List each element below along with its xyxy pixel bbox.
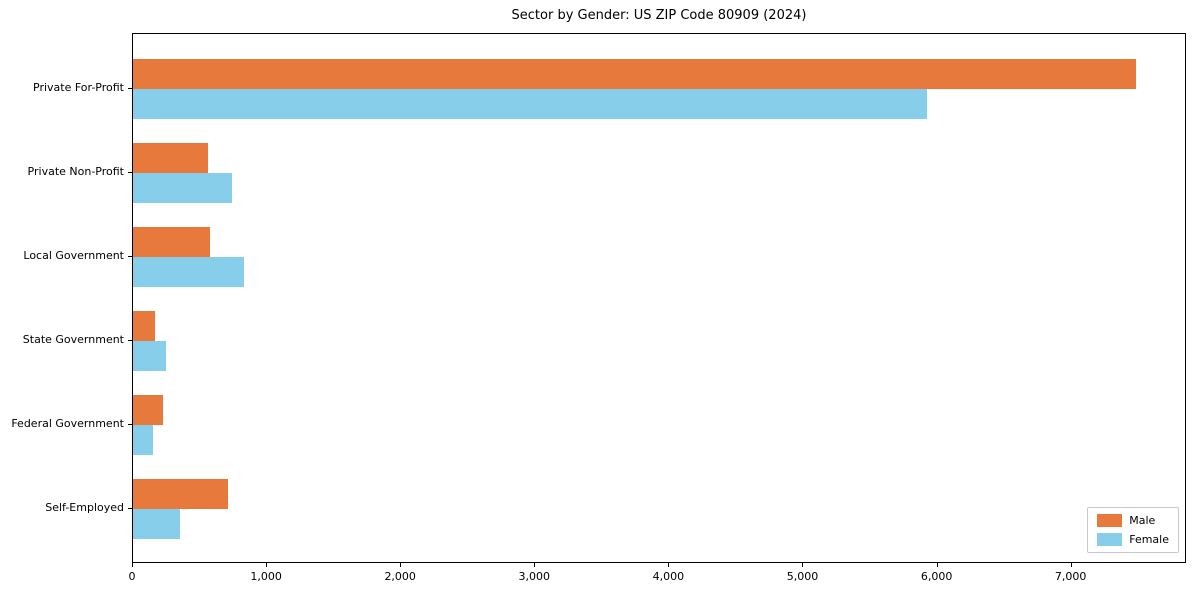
bar-female-3 bbox=[133, 341, 166, 371]
legend-swatch-male bbox=[1097, 514, 1123, 527]
bar-male-2 bbox=[133, 227, 210, 257]
bar-male-0 bbox=[133, 59, 1136, 89]
x-tick-label: 6,000 bbox=[920, 570, 953, 583]
x-tick-label: 7,000 bbox=[1054, 570, 1087, 583]
x-tick-mark bbox=[936, 563, 938, 567]
y-tick-label: Private Non-Profit bbox=[27, 165, 124, 178]
y-tick-mark bbox=[128, 256, 132, 257]
x-tick-mark bbox=[802, 563, 804, 567]
y-tick-label: State Government bbox=[22, 333, 124, 346]
chart-title: Sector by Gender: US ZIP Code 80909 (202… bbox=[511, 8, 807, 23]
legend-label-female: Female bbox=[1129, 533, 1169, 546]
y-tick-label: Federal Government bbox=[11, 417, 124, 430]
plot-area: Male Female bbox=[132, 33, 1186, 563]
legend-item-male: Male bbox=[1097, 514, 1169, 527]
x-tick-mark bbox=[534, 563, 536, 567]
bar-male-5 bbox=[133, 479, 228, 509]
bar-female-4 bbox=[133, 425, 153, 455]
bar-female-0 bbox=[133, 89, 927, 119]
bar-male-3 bbox=[133, 311, 155, 341]
y-tick-label: Private For-Profit bbox=[33, 81, 124, 94]
bar-female-1 bbox=[133, 173, 232, 203]
x-tick-label: 3,000 bbox=[518, 570, 551, 583]
legend-item-female: Female bbox=[1097, 533, 1169, 546]
x-tick-mark bbox=[668, 563, 670, 567]
x-tick-label: 5,000 bbox=[786, 570, 819, 583]
x-tick-label: 0 bbox=[128, 570, 136, 583]
legend-swatch-female bbox=[1097, 533, 1123, 546]
x-tick-mark bbox=[400, 563, 402, 567]
legend-label-male: Male bbox=[1129, 514, 1156, 527]
y-tick-mark bbox=[128, 88, 132, 89]
x-tick-label: 2,000 bbox=[384, 570, 416, 583]
x-tick-mark bbox=[266, 563, 268, 567]
x-tick-label: 1,000 bbox=[250, 570, 282, 583]
y-tick-mark bbox=[128, 172, 132, 173]
bar-female-2 bbox=[133, 257, 244, 287]
y-tick-label: Local Government bbox=[23, 249, 124, 262]
bar-male-1 bbox=[133, 143, 208, 173]
y-tick-mark bbox=[128, 424, 132, 425]
y-tick-mark bbox=[128, 508, 132, 509]
bar-female-5 bbox=[133, 509, 180, 539]
legend: Male Female bbox=[1087, 507, 1179, 553]
y-tick-label: Self-Employed bbox=[45, 501, 124, 514]
x-tick-label: 4,000 bbox=[652, 570, 685, 583]
x-tick-mark bbox=[1070, 563, 1072, 567]
y-tick-mark bbox=[128, 340, 132, 341]
x-tick-mark bbox=[132, 563, 133, 567]
bar-male-4 bbox=[133, 395, 163, 425]
